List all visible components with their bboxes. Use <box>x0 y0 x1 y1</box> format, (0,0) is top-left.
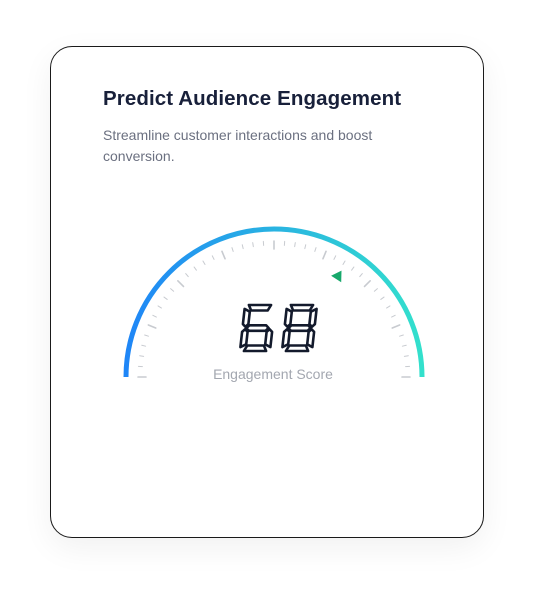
digit-segment <box>308 307 318 329</box>
gauge-tick <box>157 305 162 309</box>
digit-segment <box>241 307 252 329</box>
gauge-tick <box>152 314 157 318</box>
gauge-tick <box>252 242 254 248</box>
gauge-tick <box>333 255 337 260</box>
digit-segment <box>281 327 291 349</box>
gauge-tick <box>359 273 363 278</box>
score-digit <box>281 303 318 353</box>
digit-segment <box>242 344 268 353</box>
gauge-tick <box>399 334 404 337</box>
gauge-tick <box>294 242 296 248</box>
gauge-tick <box>202 260 206 265</box>
digit-segment <box>247 303 273 312</box>
gauge-tick <box>391 314 396 318</box>
gauge-tick <box>193 266 197 271</box>
gauge-tick <box>144 334 149 337</box>
digit-segment <box>239 327 249 349</box>
card-title: Predict Audience Engagement <box>103 87 402 110</box>
gauge-tick <box>322 250 327 260</box>
gauge-tick <box>391 324 401 329</box>
gauge-tick <box>231 247 234 252</box>
digit-segment <box>245 323 270 333</box>
gauge-tick <box>177 280 185 288</box>
gauge-tick <box>373 288 378 292</box>
gauge-arc <box>123 226 425 378</box>
gauge-tick <box>351 266 355 271</box>
gauge-tick <box>211 255 215 260</box>
engagement-card: Predict Audience Engagement Streamline c… <box>50 46 484 538</box>
gauge-tick <box>170 288 175 292</box>
gauge-tick <box>163 296 168 300</box>
digit-segment <box>305 327 316 349</box>
score-digits <box>239 303 318 353</box>
gauge-tick <box>342 260 346 265</box>
gauge-tick <box>403 355 409 357</box>
gauge-tick <box>363 280 371 288</box>
gauge-tick <box>141 344 147 347</box>
gauge-tick <box>386 305 391 309</box>
engagement-gauge: Engagement Score <box>123 226 425 382</box>
gauge-tick <box>185 273 189 278</box>
card-subtitle: Streamline customer interactions and boo… <box>103 127 373 164</box>
digit-segment <box>263 327 274 349</box>
gauge-tick <box>401 344 407 347</box>
gauge-tick <box>304 244 307 250</box>
gauge-tick <box>147 324 157 329</box>
score-digit <box>239 303 274 353</box>
gauge-tick <box>221 250 226 260</box>
score-indicator-icon <box>331 270 342 283</box>
gauge-tick <box>139 355 145 357</box>
gauge-tick <box>241 244 244 250</box>
digit-segment <box>287 323 312 333</box>
digit-segment <box>289 303 315 312</box>
digit-segment <box>284 344 310 353</box>
score-label: Engagement Score <box>213 366 333 382</box>
digit-segment <box>283 307 294 329</box>
gauge-tick <box>314 247 317 252</box>
gauge-tick <box>380 296 385 300</box>
gauge-ticks <box>137 240 411 378</box>
